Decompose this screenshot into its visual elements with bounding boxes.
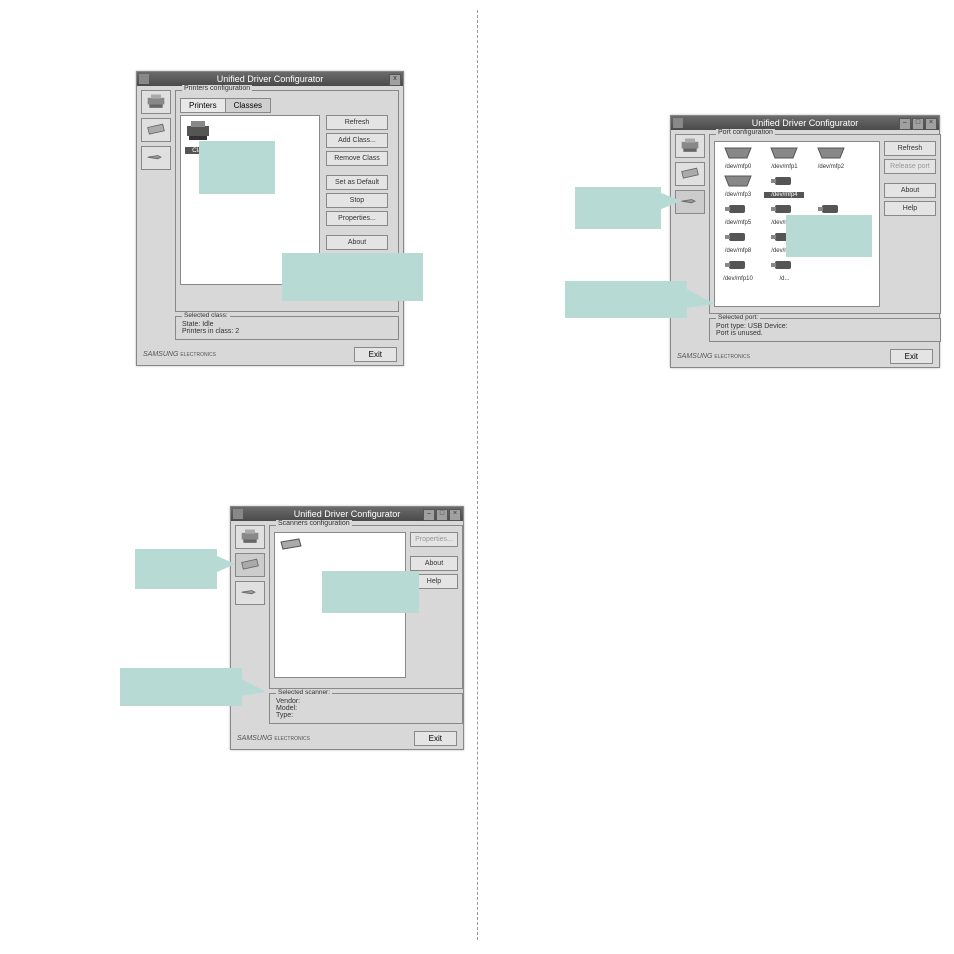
properties-button[interactable]: Properties... xyxy=(326,211,388,226)
port-item[interactable]: /d... xyxy=(764,258,804,282)
switch-ports-icon[interactable] xyxy=(141,146,171,170)
selected-scanner-model: Model: xyxy=(276,705,456,712)
remove-class-button[interactable]: Remove Class xyxy=(326,151,388,166)
close-icon[interactable]: x xyxy=(389,74,401,86)
callout-pointer xyxy=(215,555,235,573)
minimize-icon[interactable]: – xyxy=(423,509,435,521)
switch-printers-icon[interactable] xyxy=(235,525,265,549)
callout-switch-ports xyxy=(575,187,661,229)
callout-pointer xyxy=(659,192,681,210)
page-divider xyxy=(477,10,478,940)
about-button[interactable]: About xyxy=(884,183,936,198)
about-button[interactable]: About xyxy=(326,235,388,250)
brand-logo: SAMSUNG ELECTRONICS xyxy=(677,353,750,360)
selected-port-type: Port type: USB Device: xyxy=(716,323,934,330)
close-icon[interactable]: × xyxy=(925,118,937,130)
callout-port-item xyxy=(786,215,872,257)
close-icon[interactable]: × xyxy=(449,509,461,521)
help-button[interactable]: Help xyxy=(884,201,936,216)
refresh-button[interactable]: Refresh xyxy=(326,115,388,130)
add-class-button[interactable]: Add Class... xyxy=(326,133,388,148)
callout-selected-class xyxy=(282,253,423,301)
window-scanners-config: Unified Driver Configurator – □ × Scanne… xyxy=(230,506,464,750)
app-icon xyxy=(139,74,149,84)
exit-button[interactable]: Exit xyxy=(890,349,933,364)
properties-button[interactable]: Properties... xyxy=(410,532,458,547)
groupbox-title: Printers configuration xyxy=(182,85,252,92)
port-item-selected[interactable]: /dev/mfp4 xyxy=(764,174,804,198)
brand-logo: SAMSUNG ELECTRONICS xyxy=(143,351,216,358)
selected-class-count: Printers in class: 2 xyxy=(182,328,392,335)
scanner-icon xyxy=(279,537,303,553)
exit-button[interactable]: Exit xyxy=(354,347,397,362)
groupbox-title: Port configuration xyxy=(716,129,775,136)
window-title: Unified Driver Configurator xyxy=(217,74,324,84)
callout-scanner-item xyxy=(322,571,419,613)
port-item[interactable]: /dev/mfp8 xyxy=(718,230,758,254)
port-item[interactable]: /dev/mfp5 xyxy=(718,202,758,226)
window-title: Unified Driver Configurator xyxy=(294,509,401,519)
selected-scanner-type: Type: xyxy=(276,712,456,719)
port-item[interactable]: /dev/mfp1 xyxy=(764,146,804,170)
port-item[interactable]: /dev/mfp10 xyxy=(718,258,758,282)
callout-classes xyxy=(199,141,275,194)
callout-switch-scanners xyxy=(135,549,217,589)
maximize-icon[interactable]: □ xyxy=(436,509,448,521)
switch-ports-icon[interactable] xyxy=(235,581,265,605)
stop-button[interactable]: Stop xyxy=(326,193,388,208)
selected-port-box: Selected port: Port type: USB Device: Po… xyxy=(709,318,941,342)
selected-class-title: Selected class: xyxy=(182,312,230,319)
minimize-icon[interactable]: – xyxy=(899,118,911,130)
refresh-button[interactable]: Refresh xyxy=(884,141,936,156)
switch-scanners-icon[interactable] xyxy=(235,553,265,577)
groupbox-title: Scanners configuration xyxy=(276,520,352,527)
maximize-icon[interactable]: □ xyxy=(912,118,924,130)
about-button[interactable]: About xyxy=(410,556,458,571)
selected-scanner-vendor: Vendor: xyxy=(276,698,456,705)
callout-selected-scanner xyxy=(120,668,242,706)
selected-class-state: State: Idle xyxy=(182,321,392,328)
callout-pointer xyxy=(685,288,715,308)
app-icon xyxy=(233,509,243,519)
set-default-button[interactable]: Set as Default xyxy=(326,175,388,190)
switch-scanners-icon[interactable] xyxy=(675,162,705,186)
selected-scanner-title: Selected scanner: xyxy=(276,689,332,696)
titlebar[interactable]: Unified Driver Configurator x xyxy=(137,72,403,86)
window-title: Unified Driver Configurator xyxy=(752,118,859,128)
titlebar[interactable]: Unified Driver Configurator – □ × xyxy=(671,116,939,130)
tab-classes[interactable]: Classes xyxy=(225,98,271,113)
switch-printers-icon[interactable] xyxy=(675,134,705,158)
release-port-button[interactable]: Release port xyxy=(884,159,936,174)
app-icon xyxy=(673,118,683,128)
switch-printers-icon[interactable] xyxy=(141,90,171,114)
port-item[interactable]: /dev/mfp2 xyxy=(811,146,851,170)
callout-selected-port xyxy=(565,281,687,318)
port-item[interactable]: /dev/mfp0 xyxy=(718,146,758,170)
callout-pointer xyxy=(240,678,266,696)
selected-port-status: Port is unused. xyxy=(716,330,934,337)
port-item[interactable]: /dev/mfp3 xyxy=(718,174,758,198)
exit-button[interactable]: Exit xyxy=(414,731,457,746)
selected-class-box: Selected class: State: Idle Printers in … xyxy=(175,316,399,340)
selected-port-title: Selected port: xyxy=(716,314,760,321)
switch-scanners-icon[interactable] xyxy=(141,118,171,142)
titlebar[interactable]: Unified Driver Configurator – □ × xyxy=(231,507,463,521)
brand-logo: SAMSUNG ELECTRONICS xyxy=(237,735,310,742)
window-printers-config: Unified Driver Configurator x Printers c… xyxy=(136,71,404,366)
selected-scanner-box: Selected scanner: Vendor: Model: Type: xyxy=(269,693,463,724)
tab-printers[interactable]: Printers xyxy=(180,98,226,113)
